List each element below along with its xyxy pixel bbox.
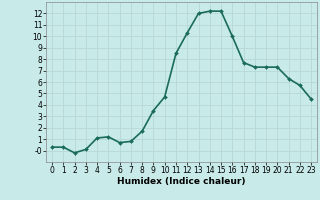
X-axis label: Humidex (Indice chaleur): Humidex (Indice chaleur) [117, 177, 246, 186]
